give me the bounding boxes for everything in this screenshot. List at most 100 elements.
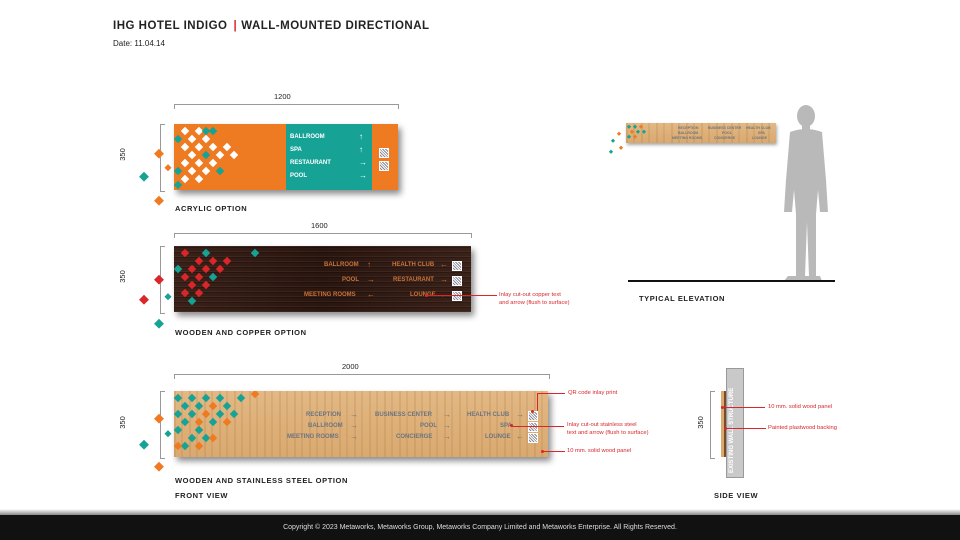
acrylic-caption: ACRYLIC OPTION	[175, 204, 248, 213]
steel-item-business-center: BUSINESS CENTER	[375, 412, 433, 418]
callout-line	[726, 428, 766, 429]
acrylic-height-dimension-line	[160, 124, 165, 192]
qr-code-icon	[379, 161, 389, 171]
steel-item-ballroom: BALLROOM	[308, 423, 343, 429]
copper-width-dimension: 1600	[311, 221, 328, 230]
copper-pattern-outside	[139, 274, 172, 329]
mini-item: BUSINESS CENTER	[708, 126, 742, 130]
steel-item-pool: POOL	[420, 423, 438, 429]
qr-code-icon	[452, 261, 462, 271]
callout-line	[512, 426, 564, 427]
wood-panel-note: 10 mm. solid wood panel	[567, 448, 632, 454]
date-label: Date: 11.04.14	[113, 39, 165, 48]
copper-width-dimension-line	[174, 233, 472, 238]
arrow-right-icon: →	[367, 275, 375, 284]
callout-dot	[724, 427, 727, 430]
wall-structure: EXISTING WALL STRUCTURE	[726, 368, 744, 478]
qr-code-icon	[379, 148, 389, 158]
acrylic-item-spa: SPA	[290, 147, 302, 153]
footer-shadow	[0, 509, 960, 515]
qr-code-note: QR code inlay print	[568, 390, 618, 396]
mini-item: POOL	[722, 131, 732, 135]
copper-height-dimension: 350	[117, 270, 127, 283]
copper-inlay-note: Inlay cut-out copper text and arrow (flu…	[499, 292, 570, 306]
stainless-inlay-note: Inlay cut-out stainless steel text and a…	[567, 422, 649, 436]
callout-dot	[510, 424, 513, 427]
steel-item-concierge: CONCIERGE	[396, 434, 433, 440]
arrow-up-icon: ↑	[367, 260, 371, 269]
arrow-right-icon: →	[440, 275, 448, 284]
copper-item-ballroom: BALLROOM	[324, 262, 359, 268]
qr-code-icon	[528, 422, 538, 432]
front-view-caption: FRONT VIEW	[175, 491, 229, 500]
steel-item-reception: RECEPTION	[306, 412, 342, 418]
footer-copyright: Copyright © 2023 Metaworks, Metaworks Gr…	[0, 515, 960, 540]
acrylic-item-ballroom: BALLROOM	[290, 134, 325, 140]
copper-item-health-club: HEALTH CLUB	[392, 262, 435, 268]
arrow-right-icon: →	[359, 171, 367, 180]
mini-pattern-graphic	[626, 124, 647, 139]
qr-code-icon	[528, 433, 538, 443]
steel-item-lounge: LOUNGE	[485, 434, 511, 440]
arrow-left-icon: ←	[516, 421, 524, 430]
steel-caption: WOODEN AND STAINLESS STEEL OPTION	[175, 476, 349, 485]
side-view-caption: SIDE VIEW	[714, 491, 759, 500]
mini-item: CONCIERGE	[714, 136, 736, 140]
arrow-right-icon: →	[350, 410, 358, 419]
steel-item-health-club: HEALTH CLUB	[467, 412, 510, 418]
callout-line	[543, 451, 565, 452]
side-height-dimension: 350	[695, 416, 705, 429]
arrow-right-icon: →	[350, 421, 358, 430]
copper-pattern-graphic	[174, 248, 260, 306]
steel-width-dimension: 2000	[342, 362, 359, 371]
copper-item-lounge: LOUNGE	[410, 292, 436, 298]
acrylic-item-restaurant: RESTAURANT	[290, 160, 331, 166]
qr-code-icon	[452, 276, 462, 286]
wall-structure-label: EXISTING WALL STRUCTURE	[729, 387, 735, 473]
steel-pattern-outside	[139, 413, 172, 472]
arrow-right-icon: →	[359, 158, 367, 167]
callout-dot	[541, 450, 544, 453]
floor-line	[628, 280, 835, 282]
mini-item: SPA	[758, 131, 765, 135]
acrylic-teal-panel	[286, 124, 372, 190]
arrow-right-icon: →	[350, 432, 358, 441]
arrow-up-icon: ↑	[359, 132, 363, 141]
elevation-mini-sign: RECEPTION BALLROOM MEETING ROOMS BUSINES…	[626, 123, 776, 143]
mini-item: RECEPTION	[678, 126, 699, 130]
arrow-left-icon: ←	[440, 290, 448, 299]
arrow-left-icon: ←	[367, 290, 375, 299]
acrylic-height-dimension: 350	[117, 148, 127, 161]
arrow-right-icon: →	[443, 432, 451, 441]
callout-dot	[531, 410, 534, 413]
steel-pattern-graphic	[174, 391, 260, 451]
callout-line	[537, 393, 565, 394]
qr-code-icon	[452, 291, 462, 301]
wooden-steel-sign: RECEPTION BALLROOM MEETING ROOMS → → → B…	[174, 391, 548, 457]
acrylic-width-dimension-line	[174, 104, 399, 109]
mini-item: HEALTH CLUB	[746, 126, 771, 130]
project-name: IHG HOTEL INDIGO	[113, 20, 228, 32]
steel-item-meeting-rooms: MEETING ROOMS	[287, 434, 339, 440]
mini-item: BALLROOM	[678, 131, 699, 135]
arrow-left-icon: ←	[440, 260, 448, 269]
callout-dot	[425, 294, 428, 297]
callout-line	[723, 407, 765, 408]
acrylic-pattern-outside	[139, 148, 172, 206]
side-wood-panel	[721, 391, 724, 457]
arrow-left-icon: ←	[516, 432, 524, 441]
acrylic-width-dimension: 1200	[274, 92, 291, 101]
callout-line	[427, 295, 497, 296]
arrow-right-icon: →	[516, 410, 524, 419]
elevation-caption: TYPICAL ELEVATION	[639, 294, 726, 303]
side-backing	[724, 391, 726, 457]
arrow-right-icon: →	[443, 421, 451, 430]
acrylic-pattern-graphic	[174, 126, 239, 190]
steel-width-dimension-line	[174, 374, 550, 379]
callout-line	[537, 393, 538, 411]
human-figure-icon	[784, 105, 828, 281]
side-wood-panel-note: 10 mm. solid wood panel	[768, 404, 833, 410]
steel-height-dimension-line	[160, 391, 165, 459]
arrow-right-icon: →	[443, 410, 451, 419]
copper-item-meeting-rooms: MEETING ROOMS	[304, 292, 356, 298]
